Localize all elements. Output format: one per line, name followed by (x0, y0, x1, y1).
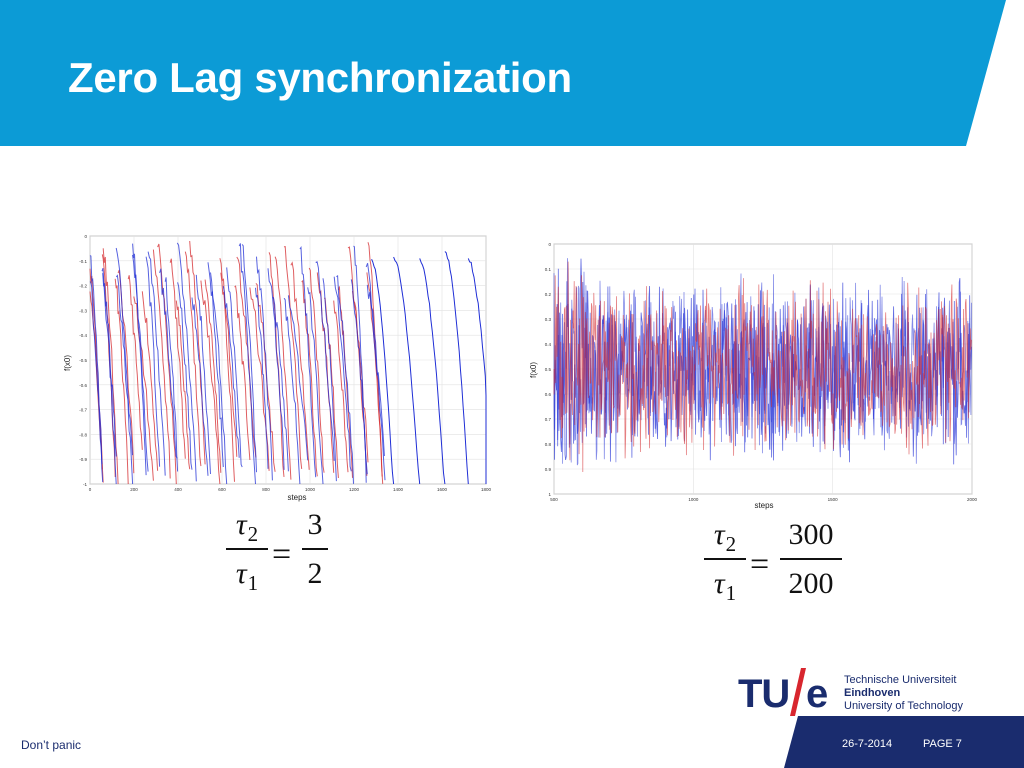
title-header-band (0, 0, 1006, 146)
fraction-value-right: 300 200 (780, 520, 842, 599)
footer-date: 26-7-2014 (842, 738, 893, 750)
fraction-tau-right: τ2 τ1 (704, 518, 746, 605)
series-line (371, 251, 487, 485)
y-tick-label: 0 (548, 242, 551, 247)
logo-line-2: Eindhoven (844, 687, 901, 699)
equation-right: τ2 τ1 = 300 200 (704, 520, 844, 620)
chart-left: 0-0.1-0.2-0.3-0.4-0.5-0.6-0.7-0.8-0.9-1 … (63, 234, 492, 502)
fraction-bar (226, 548, 268, 550)
x-tick-label: 800 (262, 487, 270, 492)
logo-text: Technische Universiteit Eindhoven Univer… (844, 674, 963, 713)
y-tick-label: 0.4 (545, 342, 552, 347)
footer-page-number: PAGE 7 (923, 738, 962, 750)
y-axis-label-right: f(x0) (529, 362, 538, 378)
x-tick-label: 500 (550, 497, 558, 502)
y-tick-label: -0.5 (79, 358, 87, 363)
y-tick-label: -0.8 (79, 432, 87, 437)
y-tick-label: 0.3 (545, 317, 552, 322)
y-tick-label: 0.6 (545, 392, 552, 397)
equals-sign: = (750, 546, 770, 583)
denominator-tau1: τ1 (713, 566, 737, 605)
x-tick-label: 2000 (967, 497, 978, 502)
series-line (89, 243, 385, 485)
logo-slash-icon (790, 668, 806, 716)
tue-logo: TU e Technische Universiteit Eindhoven U… (738, 666, 978, 716)
slide-title: Zero Lag synchronization (68, 54, 572, 101)
x-ticks-right: 500 1000 1500 2000 (550, 497, 977, 502)
fraction-value-left: 3 2 (302, 510, 328, 589)
x-tick-label: 1000 (305, 487, 316, 492)
y-tick-label: -0.1 (79, 259, 87, 264)
x-ticks-left: 0 200 400 600 800 1000 1200 1400 1600 1800 (89, 487, 492, 492)
logo-line-3: University of Technology (844, 700, 964, 712)
series-line (89, 242, 386, 485)
y-tick-label: 0 (84, 234, 87, 239)
y-tick-label: -0.6 (79, 383, 87, 388)
numerator-tau2: τ2 (235, 508, 259, 547)
x-tick-label: 400 (174, 487, 182, 492)
x-tick-label: 0 (89, 487, 92, 492)
y-tick-label: 0.2 (545, 292, 552, 297)
logo-mark-tu: TU (738, 672, 790, 716)
x-tick-label: 200 (130, 487, 138, 492)
y-tick-label: -0.7 (79, 408, 87, 413)
logo-line-1: Technische Universiteit (844, 674, 957, 686)
y-tick-label: -0.9 (79, 457, 87, 462)
y-tick-label: 0.1 (545, 267, 552, 272)
y-tick-label: -1 (83, 482, 87, 487)
x-tick-label: 1200 (349, 487, 360, 492)
y-ticks-left: 0 -0.1 -0.2 -0.3 -0.4 -0.5 -0.6 -0.7 -0.8 -0.9 -1 (79, 234, 87, 487)
y-tick-label: 0.9 (545, 467, 552, 472)
x-tick-label: 1800 (481, 487, 492, 492)
series-blue-left (89, 242, 487, 485)
equals-sign: = (272, 536, 292, 573)
fraction-bar (780, 558, 842, 560)
footer-tagline: Don’t panic (21, 738, 82, 752)
y-tick-label: 0.7 (545, 417, 552, 422)
y-ticks-right: 0 0.1 0.2 0.3 0.4 0.5 0.6 0.7 0.8 0.9 1 (545, 242, 552, 497)
x-tick-label: 600 (218, 487, 226, 492)
y-tick-label: -0.4 (79, 333, 87, 338)
fraction-bar (302, 548, 328, 550)
y-tick-label: 1 (548, 492, 551, 497)
logo-mark-e: e (806, 672, 829, 716)
x-axis-label-right: steps (754, 501, 773, 510)
y-tick-label: -0.2 (79, 284, 87, 289)
chart-right: 0 0.1 0.2 0.3 0.4 0.5 0.6 0.7 0.8 0.9 1 500 1000 150… (529, 242, 978, 510)
x-tick-label: 1600 (437, 487, 448, 492)
equation-left: τ2 τ1 = 3 2 (226, 510, 336, 610)
x-axis-label-left: steps (287, 493, 306, 502)
fraction-bar (704, 558, 746, 560)
fraction-tau-left: τ2 τ1 (226, 508, 268, 595)
footer-band (784, 716, 1024, 768)
numerator-tau2: τ2 (713, 518, 737, 557)
y-tick-label: 0.5 (545, 367, 552, 372)
y-axis-label-left: f(x0) (63, 355, 72, 371)
y-tick-label: 0.8 (545, 442, 552, 447)
x-tick-label: 1500 (828, 497, 839, 502)
x-tick-label: 1400 (393, 487, 404, 492)
y-tick-label: -0.3 (79, 308, 87, 313)
denominator-tau1: τ1 (235, 556, 259, 595)
x-tick-label: 1000 (688, 497, 699, 502)
